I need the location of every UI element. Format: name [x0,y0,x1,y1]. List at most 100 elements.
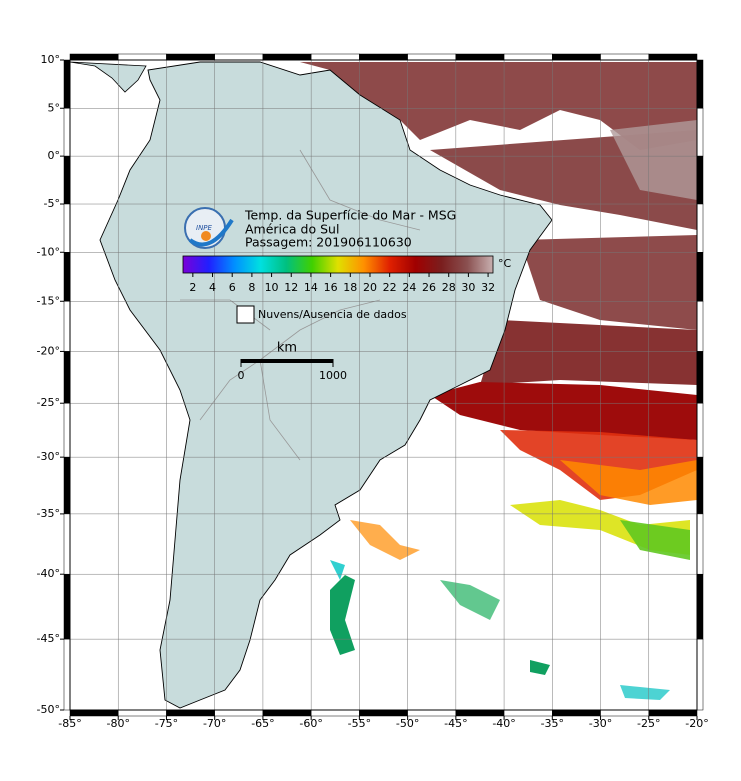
frame-segment [696,155,704,205]
legend-label: Nuvens/Ausencia de dados [258,308,407,321]
title-line: América do Sul [245,222,339,237]
frame-segment [69,53,119,61]
frame-segment [117,53,167,61]
x-tick-label: -70° [203,717,226,730]
sst-patch [530,660,550,675]
y-tick-label: -5° [44,197,60,210]
colorbar-tick-label: 30 [461,281,475,294]
colorbar-tick-label: 4 [209,281,216,294]
sst-patch [480,320,697,385]
y-tick-label: -35° [37,507,60,520]
x-tick-label: -20° [685,717,708,730]
sst-patch [440,580,500,620]
sst-patch [520,235,697,330]
colorbar-tick-label: 14 [304,281,318,294]
frame-segment [455,53,505,61]
sst-patch [350,520,420,560]
frame-segment [359,709,408,717]
frame-segment [310,53,360,61]
x-tick-label: -55° [348,717,371,730]
colorbar-tick-label: 18 [343,281,357,294]
frame-segment [69,709,119,717]
colorbar-tick-label: 12 [284,281,298,294]
colorbar-tick-label: 10 [265,281,279,294]
colorbar-unit: °C [498,257,512,270]
colorbar-tick-label: 20 [363,281,377,294]
sst-patch [620,685,670,700]
x-tick-label: -35° [541,717,564,730]
sst-patch [330,575,355,655]
frame-segment [63,638,71,711]
x-tick-label: -25° [637,717,660,730]
frame-segment [166,53,215,61]
frame-segment [696,513,704,575]
sst-patch [560,460,697,505]
frame-segment [696,402,704,458]
scale-tick-label: 0 [238,369,245,382]
y-tick-label: -15° [37,294,60,307]
colorbar-tick-label: 6 [229,281,236,294]
x-tick-label: -60° [299,717,322,730]
y-tick-label: 10° [41,53,61,66]
x-tick-label: -80° [106,717,129,730]
frame-segment [648,709,698,717]
legend-swatch [236,305,255,324]
frame-segment [696,351,704,404]
x-tick-label: -75° [155,717,178,730]
logo-text: INPE [196,224,213,232]
frame-segment [455,709,505,717]
frame-segment [214,709,264,717]
colorbar-tick-label: 26 [422,281,436,294]
x-tick-label: -65° [251,717,274,730]
frame-segment [696,301,704,352]
sst-patch [430,382,697,440]
frame-segment [310,709,360,717]
colorbar-tick-label: 2 [189,281,196,294]
frame-segment [63,155,71,205]
frame-segment [359,53,408,61]
sst-layer [300,62,697,700]
frame-segment [63,513,71,575]
frame-segment [503,709,553,717]
frame-segment [696,456,704,515]
logo: INPE [184,207,234,249]
frame-segment [552,709,601,717]
sst-patch [330,560,345,580]
colorbar-tick-label: 24 [402,281,416,294]
sst-patch [620,520,690,560]
frame-segment [407,709,457,717]
y-tick-label: 5° [48,101,61,114]
frame-segment [696,638,704,711]
central-america [70,61,147,93]
frame-segment [648,53,698,61]
frame-segment [63,351,71,404]
frame-segment [63,203,71,253]
frame-segment [117,709,167,717]
x-tick-label: -85° [58,717,81,730]
colorbar-tick-label: 28 [442,281,456,294]
x-tick-label: -50° [396,717,419,730]
frame-segment [696,203,704,253]
frame-segment [600,53,650,61]
scale-tick-label: 1000 [319,369,347,382]
frame-segment [696,59,704,109]
frame-segment [63,108,71,157]
x-tick-label: -45° [444,717,467,730]
x-tick-label: -40° [492,717,515,730]
frame [69,59,698,711]
logo-arc [188,218,234,247]
y-tick-label: -20° [37,344,60,357]
frame-segment [214,53,264,61]
frame-segment [696,573,704,640]
frame-segment [696,252,704,302]
colorbar-tick-label: 16 [324,281,338,294]
frame-segment [63,59,71,109]
colorbar-tick-label: 8 [248,281,255,294]
y-tick-label: -45° [37,632,60,645]
colorbar-tick-label: 32 [481,281,495,294]
frame-segment [63,402,71,458]
frame-segment [63,573,71,640]
scale-bar [241,359,333,363]
borders [180,149,421,461]
